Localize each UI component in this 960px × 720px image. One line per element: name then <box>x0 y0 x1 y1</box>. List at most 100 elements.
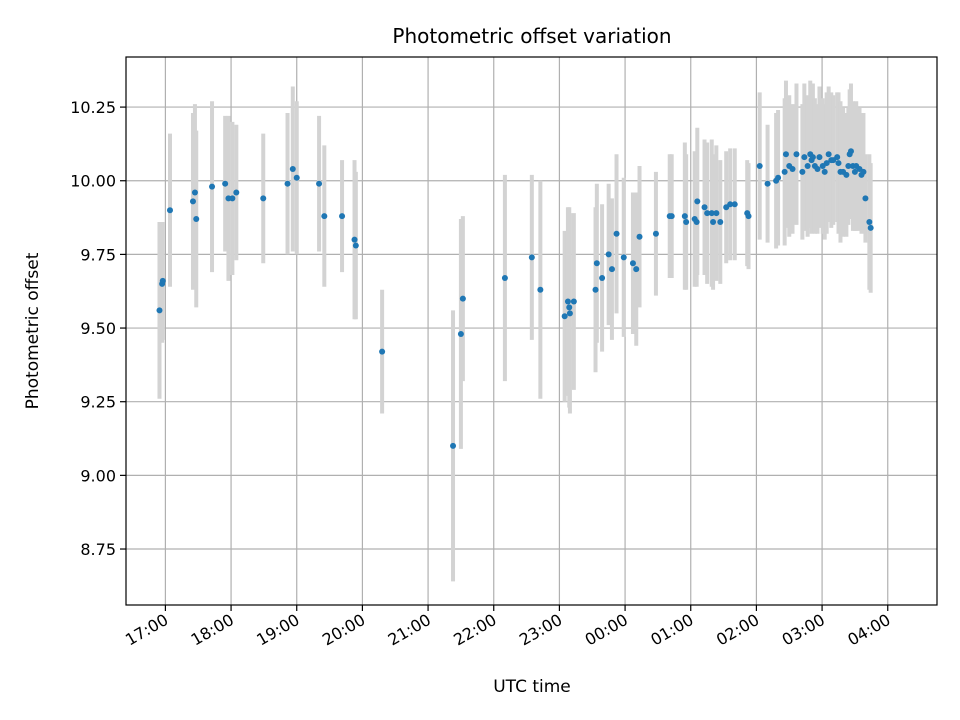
data-point <box>566 304 573 311</box>
data-point <box>867 224 874 231</box>
data-point <box>756 163 763 170</box>
data-point <box>620 254 627 261</box>
x-tick-label: 18:00 <box>188 610 237 650</box>
y-tick-label: 10.25 <box>70 98 116 117</box>
data-point <box>284 180 291 187</box>
data-point <box>851 168 858 175</box>
x-tick-label: 00:00 <box>582 610 631 650</box>
data-point <box>593 260 600 267</box>
data-point <box>233 189 240 196</box>
data-point <box>459 295 466 302</box>
data-point <box>793 151 800 158</box>
data-point <box>289 165 296 172</box>
data-point <box>501 274 508 281</box>
data-point <box>564 298 571 305</box>
data-point <box>561 313 568 320</box>
data-point <box>351 236 358 243</box>
data-point <box>222 180 229 187</box>
data-point <box>789 165 796 172</box>
data-point <box>781 168 788 175</box>
data-point <box>835 160 842 167</box>
data-point <box>316 180 323 187</box>
data-point <box>537 286 544 293</box>
data-point <box>866 218 873 225</box>
y-tick-label: 9.25 <box>80 393 116 412</box>
y-tick-label: 9.75 <box>80 245 116 264</box>
data-point <box>608 266 615 273</box>
data-point <box>801 154 808 161</box>
data-point <box>845 163 852 170</box>
data-point <box>683 218 690 225</box>
data-point <box>592 286 599 293</box>
data-point <box>528 254 535 261</box>
data-point <box>633 266 640 273</box>
data-point <box>636 233 643 240</box>
data-point <box>782 151 789 158</box>
data-points <box>156 148 874 449</box>
y-axis-ticks: 8.75 9.00 9.25 9.50 9.75 10.00 10.25 <box>70 98 126 559</box>
data-point <box>293 174 300 181</box>
x-tick-label: 19:00 <box>253 610 302 650</box>
data-point <box>814 165 821 172</box>
data-point <box>862 195 869 202</box>
data-point <box>260 195 267 202</box>
data-point <box>652 230 659 237</box>
data-point <box>717 218 724 225</box>
error-bars <box>157 80 873 582</box>
data-point <box>799 168 806 175</box>
x-tick-label: 02:00 <box>713 610 762 650</box>
data-point <box>804 163 811 170</box>
x-tick-label: 23:00 <box>516 610 565 650</box>
data-point <box>708 210 715 217</box>
data-point <box>570 298 577 305</box>
data-point <box>821 168 828 175</box>
data-point <box>834 154 841 161</box>
data-point <box>321 213 328 220</box>
x-axis-ticks: 17:00 18:00 19:00 20:00 21:00 22:00 23:00 00:00… <box>122 605 894 650</box>
y-tick-label: 9.50 <box>80 319 116 338</box>
y-tick-label: 10.00 <box>70 172 116 191</box>
data-point <box>860 168 867 175</box>
data-point <box>229 195 236 202</box>
data-point <box>727 201 734 208</box>
data-point <box>191 189 198 196</box>
data-point <box>823 160 830 167</box>
data-point <box>701 204 708 211</box>
data-point <box>847 148 854 155</box>
y-tick-label: 8.75 <box>80 540 116 559</box>
data-point <box>816 154 823 161</box>
data-point <box>710 218 717 225</box>
y-axis-label: Photometric offset <box>23 252 43 409</box>
data-point <box>339 213 346 220</box>
data-point <box>193 216 200 223</box>
data-point <box>605 251 612 258</box>
data-point <box>209 183 216 190</box>
data-point <box>704 210 711 217</box>
chart-title: Photometric offset variation <box>392 24 671 48</box>
data-point <box>809 154 816 161</box>
data-point <box>731 201 738 208</box>
data-point <box>566 310 573 317</box>
y-tick-label: 9.00 <box>80 466 116 485</box>
x-axis-label: UTC time <box>493 677 571 697</box>
x-tick-label: 03:00 <box>779 610 828 650</box>
data-point <box>825 151 832 158</box>
data-point <box>599 274 606 281</box>
data-point <box>843 171 850 178</box>
data-point <box>681 213 688 220</box>
plot-frame <box>125 56 938 606</box>
data-point <box>745 213 752 220</box>
x-tick-label: 20:00 <box>319 610 368 650</box>
x-tick-label: 17:00 <box>122 610 171 650</box>
data-point <box>156 307 163 314</box>
data-point <box>694 198 701 205</box>
data-point <box>629 260 636 267</box>
data-point <box>166 207 173 214</box>
data-point <box>668 213 675 220</box>
data-point <box>613 230 620 237</box>
data-point <box>189 198 196 205</box>
data-point <box>352 242 359 249</box>
x-tick-label: 21:00 <box>385 610 434 650</box>
data-point <box>450 442 457 449</box>
